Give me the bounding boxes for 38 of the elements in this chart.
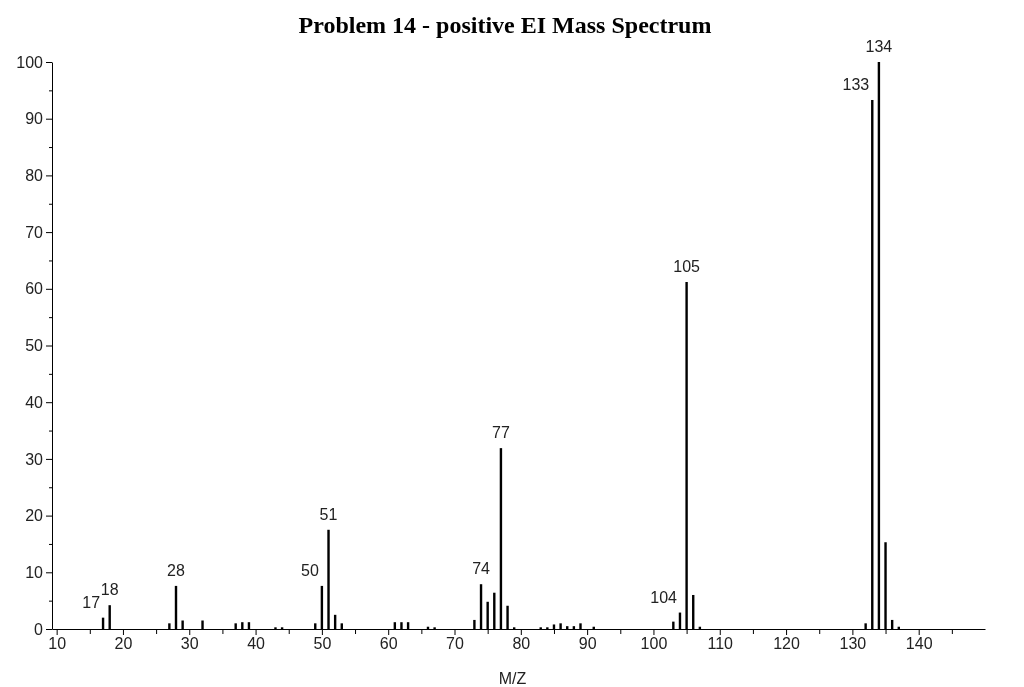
- x-tick-label: 80: [512, 635, 531, 653]
- x-tick-label: 140: [905, 635, 933, 653]
- annotation: 77: [492, 424, 510, 442]
- y-tick-label: 30: [25, 450, 44, 468]
- annotation: 74: [472, 560, 491, 578]
- annotation: 105: [673, 258, 701, 275]
- annotation: 28: [167, 561, 185, 579]
- y-tick-label: 10: [25, 563, 44, 581]
- x-tick-label: 100: [640, 635, 668, 653]
- y-tick-label: 40: [25, 393, 44, 411]
- x-tick-label: 90: [578, 635, 597, 653]
- y-tick-label: 80: [25, 167, 44, 185]
- x-tick-label: 40: [247, 635, 266, 653]
- x-tick-label: 20: [114, 635, 133, 653]
- chart-title: Problem 14 - positive EI Mass Spectrum: [298, 12, 712, 38]
- annotation: 17: [82, 593, 101, 611]
- annotation: 18: [100, 581, 119, 599]
- x-tick-label: 70: [446, 635, 465, 653]
- y-tick-label: 100: [16, 53, 44, 71]
- x-tick-label: 50: [313, 635, 332, 653]
- x-tick-label: 130: [839, 635, 867, 653]
- x-axis-title: M/Z: [498, 670, 527, 687]
- y-tick-label: 70: [25, 223, 44, 241]
- y-tick-label: 50: [25, 337, 44, 355]
- annotation: 134: [865, 38, 893, 55]
- x-tick-label: 10: [48, 635, 67, 653]
- y-tick-label: 90: [25, 110, 44, 128]
- y-tick-label: 60: [25, 280, 44, 298]
- x-tick-label: 120: [773, 635, 801, 653]
- y-tick-label: 0: [34, 620, 44, 638]
- annotation: 133: [842, 75, 870, 93]
- annotation: 51: [319, 505, 338, 523]
- y-tick-label: 20: [25, 507, 44, 525]
- x-tick-label: 110: [707, 635, 734, 653]
- annotation: 50: [301, 561, 319, 579]
- x-tick-label: 30: [180, 635, 199, 653]
- annotation: 104: [650, 588, 678, 606]
- x-tick-label: 60: [379, 635, 398, 653]
